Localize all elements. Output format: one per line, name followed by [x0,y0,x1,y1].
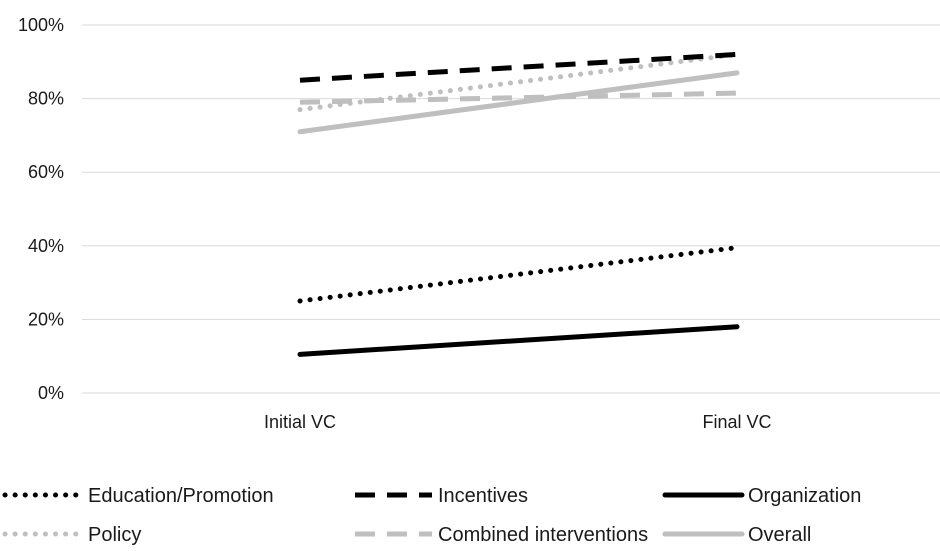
y-tick-label: 20% [28,309,64,329]
series-line-education-promotion [297,245,740,304]
series-line-organization [297,324,740,357]
legend-label: Incentives [438,485,528,507]
y-tick-label: 60% [28,162,64,182]
legend-label: Combined interventions [438,524,648,546]
y-tick-label: 100% [18,15,64,35]
legend-label: Organization [748,485,861,507]
gridlines [82,24,940,394]
legend-label: Overall [748,524,811,546]
series-line-incentives [299,51,738,83]
series-line-policy [297,51,740,113]
y-tick-label: 80% [28,89,64,109]
x-tick-label: Initial VC [264,412,336,432]
series-lines [297,51,740,357]
legend: Education/Promotion Incentives Organizatio… [2,485,861,546]
x-axis-ticks: Initial VC Final VC [264,412,772,432]
x-tick-label: Final VC [702,412,771,432]
legend-label: Education/Promotion [88,485,274,507]
y-tick-label: 0% [38,383,64,403]
series-line-overall [297,70,740,135]
y-axis-ticks: 0% 20% 40% 60% 80% 100% [18,15,64,403]
legend-label: Policy [88,524,141,546]
series-line-combined-interventions [299,90,738,105]
y-tick-label: 40% [28,236,64,256]
